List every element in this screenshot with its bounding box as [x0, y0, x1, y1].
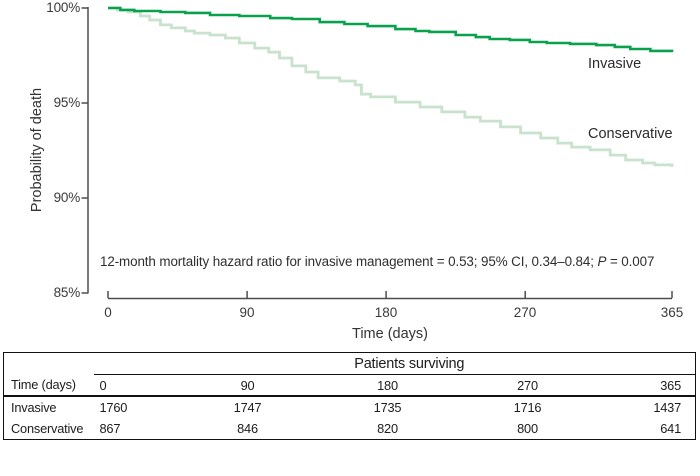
y-tick-95: 95%: [53, 95, 81, 110]
table-title: Patients surviving: [93, 352, 696, 375]
time-col-180: 180: [317, 374, 458, 397]
p-symbol: P: [597, 254, 607, 269]
invasive-n-90: 1747: [233, 400, 262, 415]
p-value: = 0.007: [606, 254, 655, 269]
table-corner-cell: [4, 353, 94, 375]
table-row-invasive: Invasive 1760 1747 1735 1716 1437: [4, 396, 696, 418]
km-chart-canvas: [81, 6, 674, 300]
y-tick-85: 85%: [53, 285, 81, 300]
conservative-n-0: 867: [99, 421, 121, 436]
conservative-curve: [108, 6, 674, 167]
time-col-365: 365: [597, 374, 696, 397]
patients-surviving-table: Patients surviving Time (days) 0 90 180 …: [3, 352, 696, 440]
invasive-n-270: 1716: [513, 400, 542, 415]
invasive-curve-label: Invasive: [588, 56, 642, 72]
y-axis: [81, 7, 89, 294]
x-axis-title: Time (days): [352, 326, 428, 342]
time-col-90: 90: [177, 374, 318, 397]
time-col-0: 0: [93, 374, 178, 397]
time-col-270: 270: [457, 374, 598, 397]
row-label-invasive: Invasive: [11, 400, 57, 415]
invasive-n-365: 1437: [653, 400, 681, 415]
x-axis: [107, 291, 673, 300]
y-tick-90: 90%: [53, 190, 81, 205]
time-row-label: Time (days): [3, 374, 94, 397]
hazard-ratio-annotation: 12-month mortality hazard ratio for inva…: [100, 254, 654, 269]
y-tick-100: 100%: [46, 0, 80, 15]
annotation-text: 12-month mortality hazard ratio for inva…: [100, 254, 598, 269]
x-tick-0: 0: [104, 305, 112, 320]
x-tick-180: 180: [374, 305, 398, 320]
km-chart: Probability of death 100% 95% 90% 85% 0 …: [29, 0, 684, 342]
conservative-n-90: 846: [237, 421, 258, 436]
x-tick-365: 365: [660, 305, 684, 320]
invasive-n-0: 1760: [99, 400, 128, 415]
conservative-n-270: 800: [517, 421, 538, 436]
conservative-n-365: 641: [660, 421, 681, 436]
x-tick-270: 270: [513, 305, 537, 320]
table-row-conservative: Conservative 867 846 820 800 641: [4, 418, 696, 440]
conservative-curve-label: Conservative: [588, 126, 673, 142]
row-label-conservative: Conservative: [11, 421, 84, 436]
invasive-n-180: 1735: [373, 400, 402, 415]
x-tick-90: 90: [239, 305, 255, 320]
conservative-n-180: 820: [377, 421, 398, 436]
table-title-row: Patients surviving: [4, 352, 696, 375]
table-time-row: Time (days) 0 90 180 270 365: [3, 374, 696, 397]
invasive-curve: [108, 6, 674, 53]
